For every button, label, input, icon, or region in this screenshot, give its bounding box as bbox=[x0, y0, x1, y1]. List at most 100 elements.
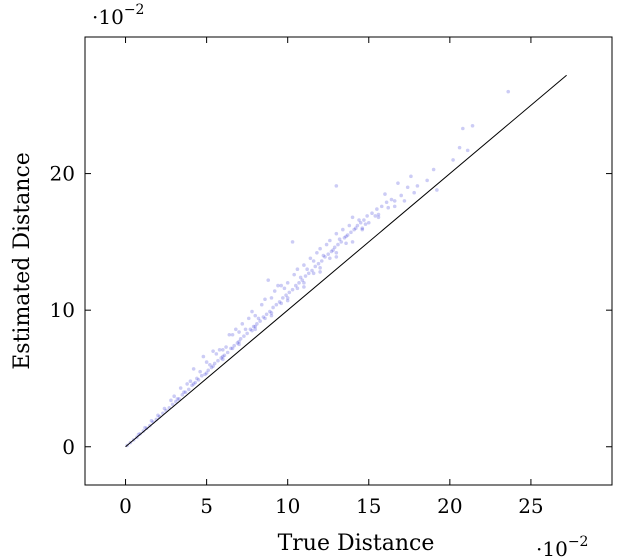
data-point bbox=[261, 315, 266, 319]
data-point bbox=[191, 367, 196, 371]
data-point bbox=[279, 283, 284, 288]
data-point bbox=[211, 349, 215, 353]
data-point bbox=[344, 234, 348, 239]
data-point bbox=[302, 285, 306, 289]
x-tick-label: 5 bbox=[200, 494, 213, 518]
data-point bbox=[264, 312, 269, 317]
data-point bbox=[324, 242, 329, 247]
x-scale-exponent: −2 bbox=[568, 534, 589, 550]
reference-line bbox=[125, 74, 567, 448]
data-point bbox=[204, 360, 209, 364]
data-point bbox=[357, 218, 361, 222]
data-point bbox=[182, 390, 186, 394]
y-axis-label: Estimated Distance bbox=[10, 152, 35, 370]
data-point bbox=[313, 264, 318, 269]
data-point bbox=[337, 237, 342, 241]
data-point bbox=[341, 227, 345, 232]
data-point bbox=[221, 354, 225, 359]
data-point bbox=[214, 352, 219, 356]
data-point bbox=[196, 378, 201, 382]
data-point bbox=[412, 190, 416, 195]
data-point bbox=[386, 205, 391, 210]
data-point bbox=[229, 346, 233, 351]
data-point bbox=[251, 324, 256, 329]
data-point bbox=[212, 361, 217, 366]
data-point bbox=[162, 406, 167, 411]
data-point bbox=[285, 296, 290, 300]
data-point bbox=[282, 286, 287, 291]
data-point bbox=[186, 387, 191, 392]
data-point bbox=[379, 204, 384, 209]
data-point bbox=[376, 212, 381, 217]
data-point bbox=[297, 281, 301, 285]
x-axis-ticks: 0 5 10 15 20 25 bbox=[119, 37, 544, 518]
data-point bbox=[149, 419, 154, 423]
data-point bbox=[311, 271, 316, 276]
data-point bbox=[190, 383, 194, 388]
data-point bbox=[208, 363, 212, 367]
data-point bbox=[284, 293, 288, 297]
data-point bbox=[174, 399, 178, 404]
data-point bbox=[321, 253, 326, 258]
data-point bbox=[255, 322, 259, 326]
data-point bbox=[344, 241, 348, 246]
x-tick-label: 25 bbox=[518, 494, 543, 518]
data-point bbox=[206, 368, 211, 373]
data-point bbox=[230, 346, 235, 351]
data-point bbox=[245, 331, 249, 336]
data-point bbox=[311, 259, 316, 263]
data-point bbox=[318, 246, 322, 251]
data-point bbox=[315, 251, 319, 255]
data-point bbox=[188, 379, 193, 383]
data-point bbox=[204, 371, 209, 375]
data-point bbox=[221, 347, 225, 352]
data-point bbox=[198, 369, 202, 374]
data-point bbox=[328, 256, 332, 261]
data-point bbox=[258, 319, 262, 323]
data-point bbox=[461, 126, 465, 131]
data-point bbox=[365, 214, 369, 218]
data-point bbox=[405, 185, 410, 190]
data-point bbox=[279, 301, 284, 306]
data-point bbox=[172, 394, 176, 399]
x-axis-scale-factor: ·10−2 bbox=[536, 534, 588, 560]
data-point bbox=[457, 145, 462, 150]
x-scale-base: ·10 bbox=[536, 537, 568, 560]
data-point bbox=[143, 425, 147, 430]
data-point bbox=[225, 350, 230, 355]
data-point bbox=[319, 259, 324, 263]
data-point bbox=[203, 372, 207, 377]
data-point bbox=[285, 281, 290, 285]
data-point bbox=[238, 337, 243, 341]
data-point bbox=[224, 345, 228, 349]
data-point bbox=[389, 197, 394, 202]
data-point bbox=[350, 215, 355, 220]
data-point bbox=[363, 222, 368, 226]
data-point bbox=[281, 296, 285, 300]
data-point bbox=[402, 199, 407, 203]
data-point bbox=[237, 330, 241, 334]
data-point bbox=[243, 327, 248, 332]
data-point bbox=[237, 339, 241, 344]
data-point bbox=[248, 327, 253, 332]
data-point bbox=[227, 332, 232, 337]
data-point bbox=[345, 233, 350, 237]
data-point bbox=[425, 178, 429, 183]
data-point bbox=[285, 298, 290, 303]
data-point bbox=[259, 302, 264, 307]
data-point bbox=[373, 214, 378, 218]
data-point bbox=[183, 390, 188, 394]
data-point bbox=[209, 365, 214, 370]
x-tick-label: 0 bbox=[119, 494, 132, 518]
data-point bbox=[169, 398, 173, 403]
y-scale-base: ·10 bbox=[92, 5, 124, 29]
data-point bbox=[195, 376, 199, 381]
data-point bbox=[266, 278, 271, 282]
data-point bbox=[506, 89, 511, 94]
data-point bbox=[250, 309, 254, 314]
data-point bbox=[303, 274, 308, 278]
data-point bbox=[332, 245, 337, 250]
data-point bbox=[253, 327, 258, 332]
data-point bbox=[175, 397, 180, 401]
data-point bbox=[170, 402, 175, 407]
